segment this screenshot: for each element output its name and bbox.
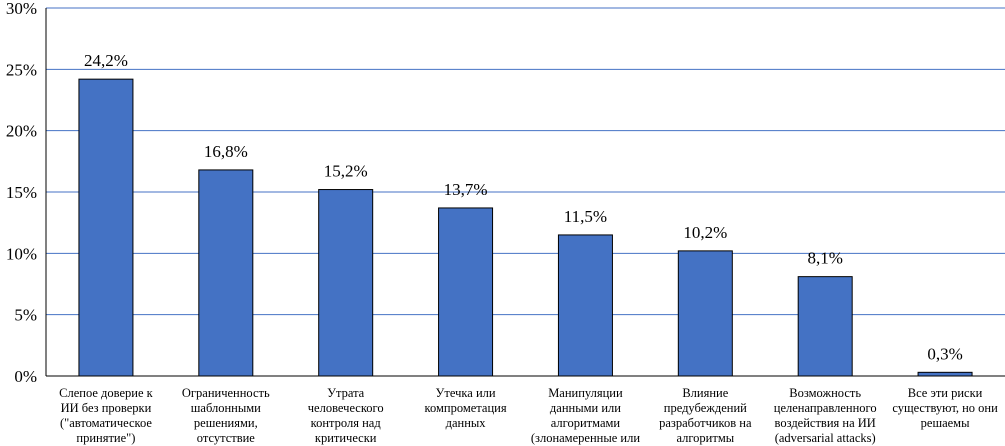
bar bbox=[198, 169, 254, 377]
bars bbox=[78, 78, 973, 377]
bar bbox=[797, 276, 853, 377]
gridlines bbox=[46, 7, 1005, 316]
y-tick-label: 25% bbox=[6, 60, 37, 79]
data-label: 8,1% bbox=[807, 249, 842, 268]
bar bbox=[318, 189, 374, 377]
data-label: 11,5% bbox=[564, 207, 607, 226]
bar bbox=[557, 234, 613, 377]
x-category-label: Утрата человеческого контроля над критическ… bbox=[308, 386, 384, 445]
y-tick-label: 15% bbox=[6, 183, 37, 202]
data-label: 10,2% bbox=[683, 223, 727, 242]
x-category-label: Утечка или компрометация данных bbox=[425, 386, 507, 430]
data-label: 0,3% bbox=[927, 344, 962, 363]
y-tick-label: 5% bbox=[14, 306, 37, 325]
x-category-label: Все эти риски существуют, но они решаемы bbox=[892, 386, 998, 430]
x-category-label: Влияние предубеждений разработчиков на алго… bbox=[659, 386, 752, 445]
data-label: 15,2% bbox=[324, 162, 368, 181]
bar bbox=[917, 371, 973, 377]
data-label: 13,7% bbox=[444, 180, 488, 199]
y-tick-label: 20% bbox=[6, 122, 37, 141]
y-tick-label: 30% bbox=[6, 0, 37, 18]
data-label: 24,2% bbox=[84, 51, 128, 70]
data-label: 16,8% bbox=[204, 142, 248, 161]
y-tick-label: 10% bbox=[6, 244, 37, 263]
x-category-label: Манипуляции данными или алгоритмами (злонам… bbox=[531, 386, 640, 445]
x-category-label: Возможность целенаправленного воздействия … bbox=[774, 386, 877, 445]
bar bbox=[78, 78, 134, 377]
bar bbox=[677, 250, 733, 377]
x-category-label: Слепое доверие к ИИ без проверки ("автомат… bbox=[59, 386, 153, 445]
labels: 24,2% Слепое доверие к ИИ без проверки ("ав… bbox=[59, 51, 998, 445]
y-tick-label: 0% bbox=[14, 367, 37, 386]
axes: 0% 5% 10% 15% 20% 25% 30% bbox=[6, 0, 1005, 386]
bar bbox=[438, 207, 494, 377]
x-category-label: Ограниченность шаблонными решениями, отсутс… bbox=[182, 386, 270, 445]
